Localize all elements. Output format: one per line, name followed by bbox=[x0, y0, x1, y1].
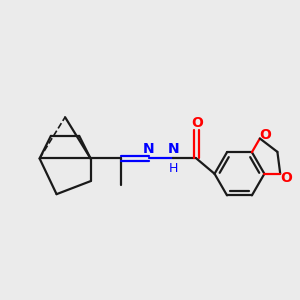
Text: H: H bbox=[169, 162, 178, 175]
Text: O: O bbox=[260, 128, 272, 142]
Text: N: N bbox=[143, 142, 155, 156]
Text: O: O bbox=[280, 171, 292, 185]
Text: N: N bbox=[167, 142, 179, 156]
Text: O: O bbox=[191, 116, 203, 130]
